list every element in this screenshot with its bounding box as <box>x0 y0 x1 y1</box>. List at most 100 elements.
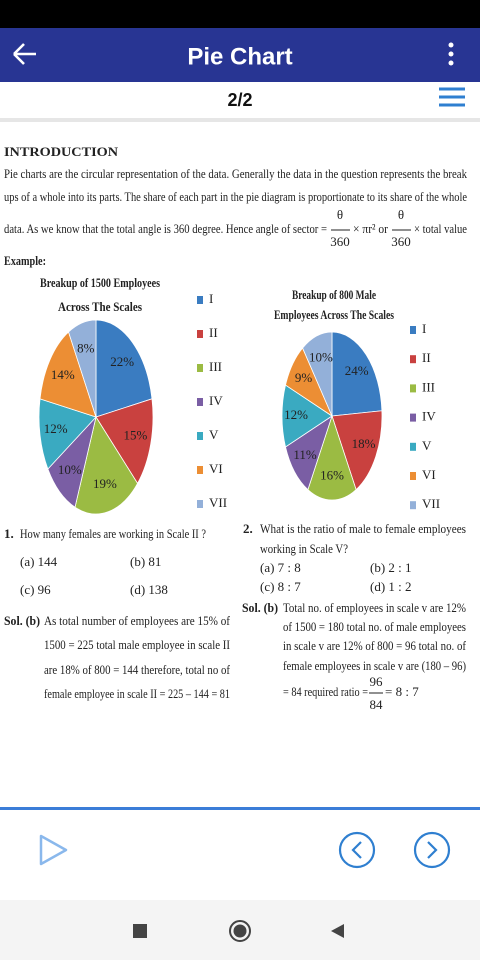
play-button[interactable] <box>39 834 68 866</box>
more-menu[interactable] <box>448 42 454 66</box>
slice-label: 15% <box>123 427 147 442</box>
pie-slice <box>331 410 383 491</box>
pie-slice <box>38 398 97 470</box>
option: (b) 2 : 1 <box>370 560 412 575</box>
home-button[interactable] <box>229 920 251 942</box>
back-button[interactable] <box>13 43 36 65</box>
recents-button[interactable] <box>133 924 147 938</box>
pie-slice <box>307 414 357 501</box>
status-bar <box>0 0 480 28</box>
slice-label: 22% <box>110 354 134 369</box>
solution-line: Total no. of employees in scale v are 12… <box>283 600 466 615</box>
question-text: working in Scale V? <box>260 541 348 556</box>
legend-swatch <box>197 466 203 474</box>
formula-denominator: 360 <box>330 234 350 249</box>
legend-swatch <box>410 501 416 510</box>
divider-shadow <box>0 118 480 122</box>
pie-slice <box>281 384 333 448</box>
system-back-button[interactable] <box>331 924 344 938</box>
legend-swatch <box>197 432 203 440</box>
question-number: 2. <box>243 521 253 536</box>
formula-numerator: θ <box>398 207 404 222</box>
legend-label: VI <box>209 461 223 476</box>
solution-line: = 8 : 7 <box>385 684 419 699</box>
pie-slice <box>331 331 383 417</box>
option: (c) 8 : 7 <box>260 579 301 594</box>
intro-line: ups of a whole into its parts. The share… <box>4 189 467 204</box>
legend-swatch <box>410 472 416 480</box>
fraction-denominator: 84 <box>370 697 384 712</box>
page-indicator: 2/2 <box>227 90 252 110</box>
solution-label: Sol. (b) <box>4 613 40 628</box>
intro-line: Pie charts are the circular representati… <box>4 166 467 181</box>
slice-label: 16% <box>320 467 344 482</box>
pie-slice <box>39 331 97 418</box>
intro-line: data. As we know that the total angle is… <box>4 221 327 236</box>
slice-label: 11% <box>293 447 317 462</box>
pie-slice <box>95 398 154 485</box>
fraction-numerator: 96 <box>370 674 384 689</box>
legend-label: VI <box>422 467 436 482</box>
slice-label: 12% <box>284 407 308 422</box>
legend-swatch <box>410 413 416 422</box>
previous-button[interactable] <box>338 831 376 869</box>
legend-label: VII <box>422 496 440 511</box>
slice-label: 8% <box>77 340 95 355</box>
solution-line: are 18% of 800 = 144 therefore, total no… <box>44 662 231 677</box>
formula-text: × πr² or <box>353 221 389 236</box>
legend-label: III <box>422 379 435 394</box>
legend-swatch <box>197 330 203 338</box>
legend-label: V <box>209 427 219 442</box>
legend-label: II <box>209 325 218 340</box>
legend-label: VII <box>209 495 227 510</box>
slice-label: 10% <box>58 462 82 477</box>
formula-denominator: 360 <box>391 234 411 249</box>
slice-label: 10% <box>309 349 333 364</box>
legend-label: III <box>209 359 222 374</box>
option: (a) 144 <box>20 554 58 569</box>
legend-swatch <box>197 364 203 372</box>
legend-swatch <box>197 296 203 304</box>
legend-label: I <box>209 291 213 306</box>
slice-label: 18% <box>352 436 376 451</box>
formula-text: × total value <box>414 221 467 236</box>
legend-swatch <box>197 398 203 406</box>
solution-line: female employees in scale v are (180 – 9… <box>283 658 466 673</box>
legend-swatch <box>410 442 416 451</box>
pie-slice <box>68 319 97 418</box>
solution-line: = 84 required ratio = <box>283 684 368 699</box>
legend-label: IV <box>209 393 223 408</box>
solution-line: As total number of employees are 15% of <box>44 613 231 628</box>
next-button[interactable] <box>413 831 451 869</box>
solution-line: of 1500 = 180 total no. of male employee… <box>283 619 466 634</box>
formula-numerator: θ <box>337 207 343 222</box>
menu-button[interactable] <box>439 87 465 107</box>
chart-title: Employees Across The Scales <box>274 307 394 322</box>
pie-slice <box>302 331 333 417</box>
question-number: 1. <box>4 526 14 541</box>
option: (a) 7 : 8 <box>260 560 301 575</box>
solution-label: Sol. (b) <box>242 600 278 615</box>
slice-label: 12% <box>44 421 68 436</box>
legend-swatch <box>197 500 203 508</box>
option: (d) 1 : 2 <box>370 579 412 594</box>
chart-title: Breakup of 1500 Employees <box>40 275 160 290</box>
app-title: Pie Chart <box>187 43 292 70</box>
option: (b) 81 <box>130 554 161 569</box>
legend-label: I <box>422 321 426 336</box>
option: (c) 96 <box>20 582 51 597</box>
slice-label: 9% <box>295 370 313 385</box>
heading: INTRODUCTION <box>4 144 119 159</box>
legend-swatch <box>410 326 416 334</box>
legend-label: IV <box>422 409 436 424</box>
pie-slice <box>95 319 153 418</box>
solution-line: in scale v are 12% of 800 = 96 total no.… <box>283 638 467 653</box>
app-bar <box>0 28 480 82</box>
chart-title: Breakup of 800 Male <box>292 287 376 302</box>
chart-title: Across The Scales <box>58 299 142 314</box>
slice-label: 19% <box>93 476 117 491</box>
solution-line: 1500 = 225 total male employee in scale … <box>44 637 230 652</box>
solution-line: female employee in scale II = 225 – 144 … <box>44 686 230 701</box>
legend-label: V <box>422 438 432 453</box>
